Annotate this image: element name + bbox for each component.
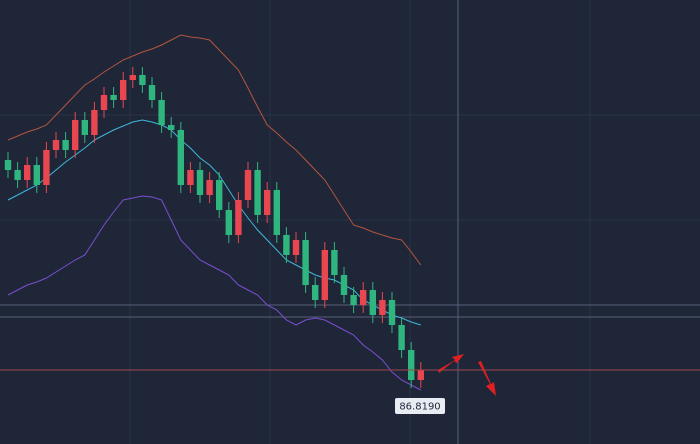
candle-body [168, 125, 175, 130]
candle-body [408, 350, 415, 380]
candle-body [398, 325, 405, 350]
candle-body [148, 85, 156, 100]
candle-body [4, 160, 12, 170]
candle-body [417, 370, 424, 380]
candle-body [72, 120, 79, 150]
candle-body [81, 120, 88, 135]
candle-body [62, 140, 69, 150]
candle-body [120, 80, 127, 100]
indicator-line [7, 119, 421, 326]
candle-body [139, 75, 146, 85]
candle-body [14, 170, 21, 180]
indicator-line [7, 195, 422, 391]
candle-body [52, 140, 60, 150]
candle-body [216, 180, 223, 210]
candle-body [177, 130, 184, 185]
candle-body [225, 210, 232, 235]
candle-body [100, 95, 108, 110]
candle-body [43, 150, 50, 185]
candle-body [196, 170, 204, 195]
candle-body [340, 275, 348, 295]
candle-body [331, 250, 338, 275]
candle-body [360, 290, 367, 305]
candle-body [379, 300, 386, 315]
candle-body [388, 300, 396, 325]
candle-body [254, 170, 261, 215]
candle-body [129, 75, 136, 80]
price-label: 86.8190 [399, 402, 440, 413]
candle-body [244, 170, 252, 200]
candle-body [369, 290, 376, 315]
candle-body [110, 95, 117, 100]
candle-body [24, 165, 31, 180]
candle-body [321, 250, 328, 300]
indicator-line [7, 34, 422, 266]
candle-body [350, 295, 357, 305]
candle-body [235, 200, 242, 235]
candle-body [91, 110, 98, 135]
candle-body [283, 235, 290, 255]
candle-body [33, 165, 40, 185]
candle-body [158, 100, 165, 125]
candle-body [187, 170, 194, 185]
candle-body [312, 285, 319, 300]
candle-body [273, 190, 280, 235]
candle-body [264, 190, 271, 215]
candle-body [206, 180, 213, 195]
candle-body [292, 240, 300, 255]
price-label-box [395, 398, 445, 414]
candle-body [302, 240, 309, 285]
